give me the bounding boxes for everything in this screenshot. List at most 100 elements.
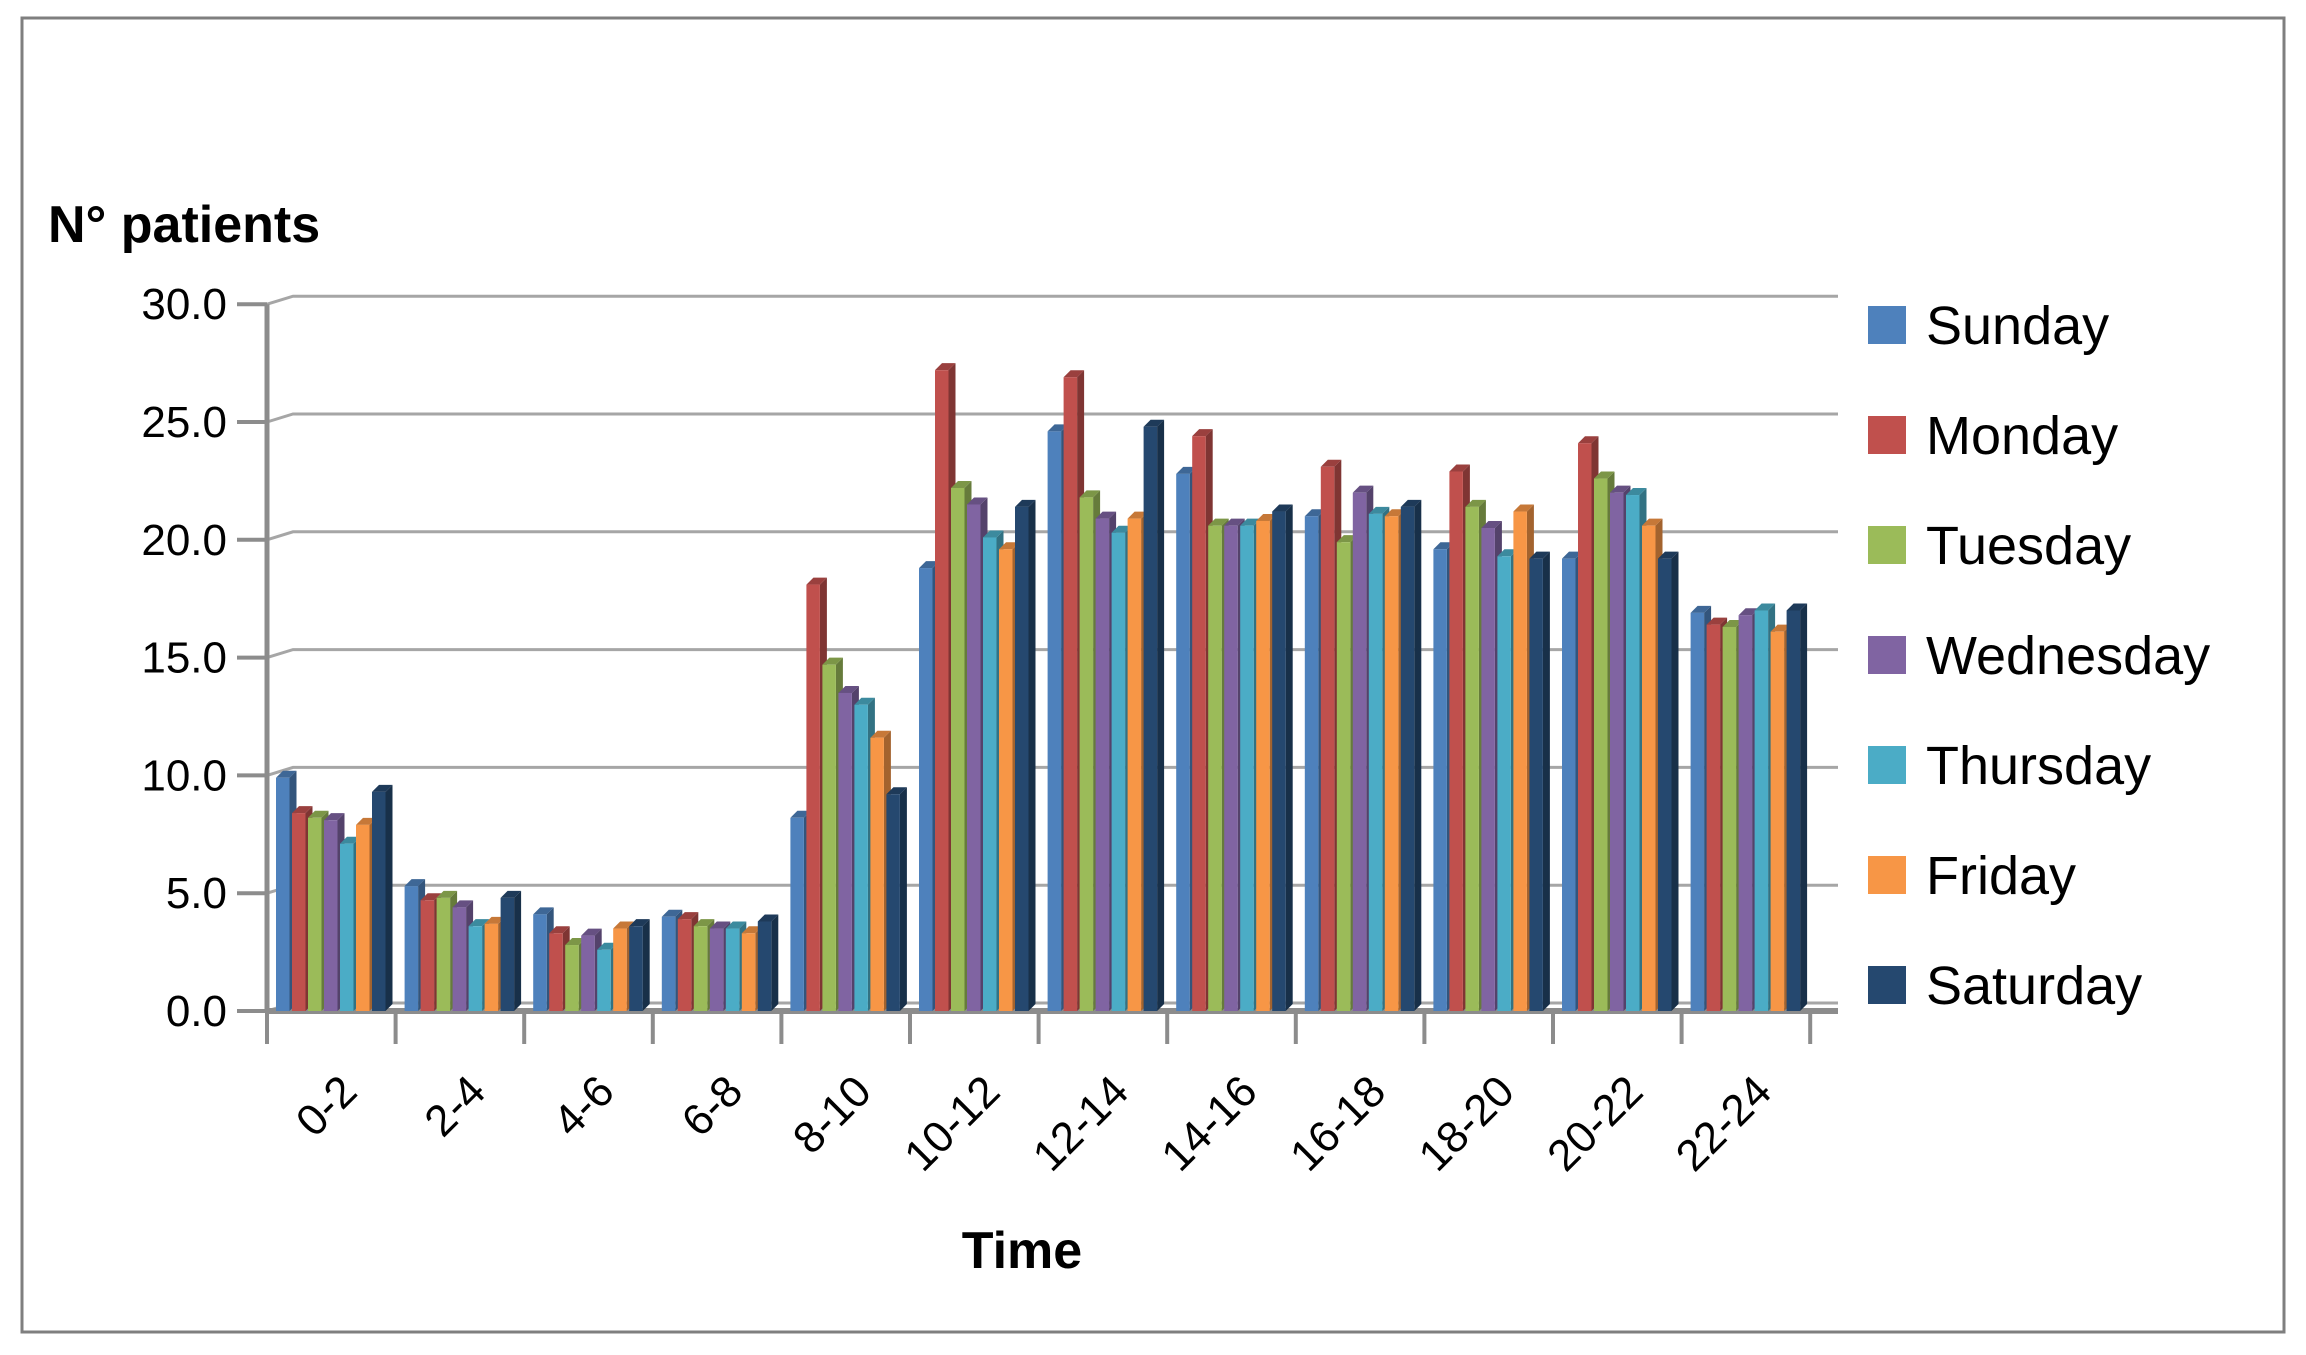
bar-front-face <box>1176 473 1190 1011</box>
bar-front-face <box>340 843 354 1011</box>
bar-front-face <box>1224 525 1238 1011</box>
bar-front-face <box>1304 516 1319 1011</box>
bar-front-face <box>661 916 676 1011</box>
bar-front-face <box>757 921 772 1011</box>
legend-label: Friday <box>1926 846 2076 906</box>
bar-front-face <box>1626 495 1640 1011</box>
bar-top-face <box>324 813 345 821</box>
bar-front-face <box>1642 525 1656 1011</box>
bar-top-face <box>741 926 763 934</box>
bar-front-face <box>1127 518 1142 1011</box>
bar-saturday-6-8 <box>757 914 779 1011</box>
legend-swatch <box>1868 966 1906 1004</box>
bar-top-face <box>1497 549 1518 557</box>
bar-side-face <box>1414 499 1422 1011</box>
bar-front-face <box>1256 520 1270 1011</box>
bar-top-face <box>1384 509 1406 517</box>
bar-top-face <box>613 921 634 929</box>
bar-front-face <box>484 923 499 1011</box>
bar-front-face <box>677 919 692 1011</box>
bar-top-face <box>581 928 602 936</box>
bar-front-face <box>919 568 933 1011</box>
bar-front-face <box>1513 511 1527 1011</box>
bar-saturday-20-22 <box>1658 551 1679 1011</box>
gridline <box>266 412 1838 424</box>
bar-front-face <box>935 370 949 1012</box>
bar-front-face <box>276 777 290 1011</box>
bar-top-face <box>565 938 586 946</box>
legend-item-tuesday: Tuesday <box>1868 516 2131 576</box>
legend-item-saturday: Saturday <box>1868 956 2142 1016</box>
bar-front-face <box>1722 626 1737 1011</box>
bar-front-face <box>790 817 804 1011</box>
bar-front-face <box>822 664 836 1011</box>
bar-front-face <box>1015 506 1029 1011</box>
y-axis-title: N° patients <box>48 196 320 254</box>
bar-top-face <box>1063 370 1085 378</box>
bar-side-face <box>1157 419 1165 1011</box>
bars <box>276 363 1808 1012</box>
bar-top-face <box>1690 605 1712 613</box>
bar-top-face <box>1658 551 1679 559</box>
legend-swatch <box>1868 416 1906 454</box>
bar-front-face <box>372 791 386 1011</box>
bar-top-face <box>1786 603 1808 611</box>
bar-front-face <box>999 549 1013 1011</box>
bar-front-face <box>292 813 306 1011</box>
bar-front-face <box>870 737 884 1011</box>
bar-top-face <box>308 810 329 818</box>
y-tick-label: 10.0 <box>141 751 227 800</box>
bar-top-face <box>790 810 811 818</box>
bar-top-face <box>951 480 972 488</box>
bar-front-face <box>886 794 900 1011</box>
bar-top-face <box>1095 511 1117 519</box>
bar-saturday-8-10 <box>886 787 907 1011</box>
bar-front-face <box>404 886 419 1011</box>
bar-top-face <box>1352 485 1374 493</box>
bar-top-face <box>999 542 1020 550</box>
bar-top-face <box>1320 459 1342 467</box>
bar-front-face <box>1320 466 1335 1011</box>
bar-top-face <box>1272 504 1293 512</box>
bar-side-face <box>642 919 650 1011</box>
bar-top-face <box>1578 436 1599 444</box>
legend-label: Monday <box>1926 406 2118 466</box>
bar-top-face <box>1047 424 1069 432</box>
bar-front-face <box>725 928 740 1011</box>
bar-top-face <box>484 916 506 924</box>
bar-front-face <box>1610 492 1624 1011</box>
gridline <box>266 294 1838 306</box>
bar-front-face <box>356 824 370 1011</box>
bar-front-face <box>1079 497 1094 1012</box>
bar-top-face <box>533 907 554 915</box>
legend-label: Wednesday <box>1926 626 2210 686</box>
bar-front-face <box>1192 436 1206 1011</box>
bar-top-face <box>693 919 715 927</box>
bar-side-face <box>1285 504 1293 1011</box>
y-tick-label: 25.0 <box>141 398 227 447</box>
bar-front-face <box>1706 624 1721 1011</box>
legend-swatch <box>1868 526 1906 564</box>
y-tick-label: 5.0 <box>166 869 227 918</box>
bar-side-face <box>1671 551 1679 1011</box>
bar-top-face <box>1240 518 1261 526</box>
bar-front-face <box>1770 631 1785 1011</box>
bar-front-face <box>1578 443 1592 1012</box>
bar-front-face <box>533 914 547 1011</box>
bar-top-face <box>1642 518 1663 526</box>
bar-top-face <box>1304 509 1326 517</box>
bar-top-face <box>983 530 1004 538</box>
bar-front-face <box>1384 516 1399 1011</box>
bar-top-face <box>1465 499 1486 507</box>
legend-swatch <box>1868 636 1906 674</box>
y-tick-label: 30.0 <box>141 280 227 329</box>
bar-top-face <box>1610 485 1631 493</box>
bar-front-face <box>1497 556 1511 1011</box>
bar-top-face <box>356 817 377 825</box>
legend-item-wednesday: Wednesday <box>1868 626 2210 686</box>
bar-front-face <box>1786 610 1801 1011</box>
bar-front-face <box>1594 478 1608 1011</box>
bar-front-face <box>308 817 322 1011</box>
bar-side-face <box>385 784 393 1011</box>
bar-front-face <box>1433 549 1447 1011</box>
